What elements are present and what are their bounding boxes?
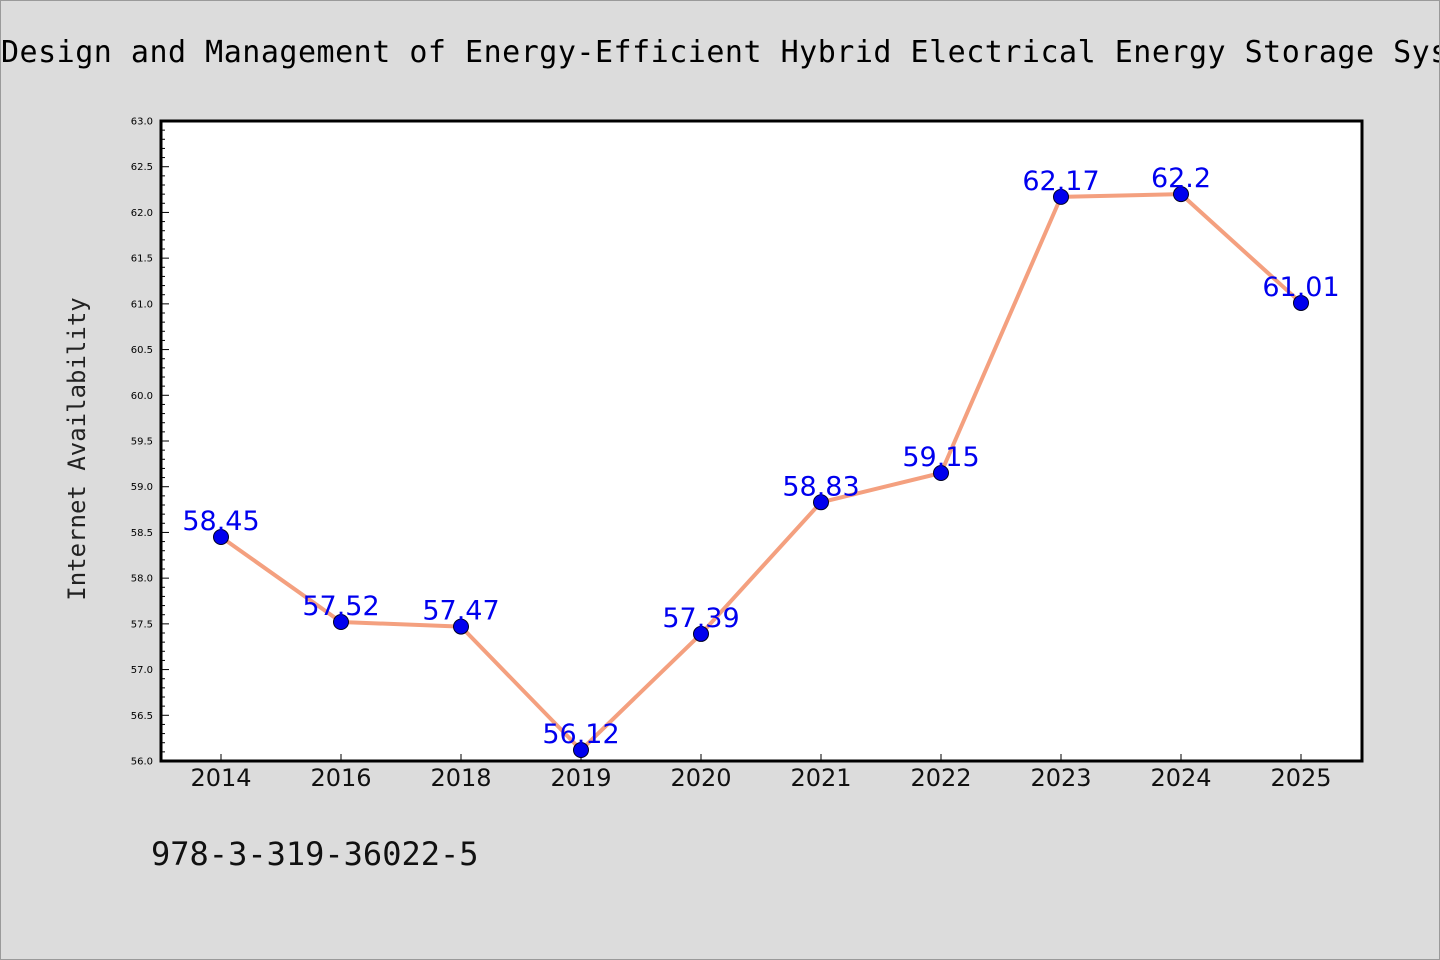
data-point: [1173, 186, 1189, 203]
y-tick-label: 63.0: [131, 117, 153, 128]
data-label: 62.17: [1022, 166, 1099, 197]
y-tick-label: 62.5: [131, 162, 153, 173]
y-tick-label: 59.5: [131, 437, 153, 448]
x-tick-label: 2019: [550, 764, 611, 792]
data-label: 59.15: [902, 442, 979, 473]
data-label: 57.39: [662, 603, 739, 634]
data-point: [813, 494, 829, 511]
x-tick-label: 2020: [670, 764, 731, 792]
y-tick-label: 58.0: [131, 574, 153, 585]
isbn-text: 978-3-319-36022-5: [151, 835, 479, 873]
y-tick-label: 56.5: [131, 711, 153, 722]
y-tick-label: 58.5: [131, 528, 153, 539]
data-label: 61.01: [1262, 272, 1339, 303]
x-tick-label: 2018: [430, 764, 491, 792]
data-label: 56.12: [542, 719, 619, 750]
y-tick-label: 62.0: [131, 208, 153, 219]
data-point: [1293, 294, 1309, 311]
y-tick-label: 57.0: [131, 665, 153, 676]
x-tick-label: 2025: [1270, 764, 1331, 792]
y-tick-label: 56.0: [131, 757, 153, 768]
data-markers: [213, 186, 1309, 759]
y-tick-label: 60.0: [131, 391, 153, 402]
chart-title: Design and Management of Energy-Efficien…: [1, 35, 1440, 70]
data-label: 57.52: [302, 591, 379, 622]
x-axis: 2014 2016 2018 2019 2020 2021 2022 2023 2024 2025: [190, 754, 1332, 792]
data-point: [573, 742, 589, 759]
y-tick-label: 61.0: [131, 299, 153, 310]
y-tick-label: 61.5: [131, 254, 153, 265]
y-tick-label: 59.0: [131, 482, 153, 493]
data-label: 58.45: [182, 506, 259, 537]
x-tick-label: 2022: [910, 764, 971, 792]
y-tick-label: 57.5: [131, 619, 153, 630]
data-label: 62.2: [1151, 163, 1211, 194]
series-line: [219, 192, 1303, 753]
data-point: [933, 465, 949, 481]
data-point: [333, 614, 349, 631]
y-axis: 56.0 56.5 57.0 57.5 58.0 58.5 59.0 59.5 60.0 60.5…: [131, 117, 169, 768]
y-tick-label: 60.5: [131, 345, 153, 356]
data-point: [693, 625, 709, 642]
data-point: [213, 529, 229, 545]
data-label: 57.47: [422, 596, 499, 627]
x-tick-label: 2014: [190, 764, 251, 792]
data-label: 58.83: [782, 471, 859, 502]
data-labels: 58.45 57.52 57.47 56.12 57.39 58.83 59.15 62.17…: [182, 163, 1339, 750]
plot-area: [159, 119, 1364, 763]
x-tick-label: 2021: [790, 764, 851, 792]
x-tick-label: 2023: [1030, 764, 1091, 792]
data-point: [453, 618, 469, 635]
x-tick-label: 2024: [1150, 764, 1211, 792]
data-point: [1053, 188, 1069, 205]
x-tick-label: 2016: [310, 764, 371, 792]
